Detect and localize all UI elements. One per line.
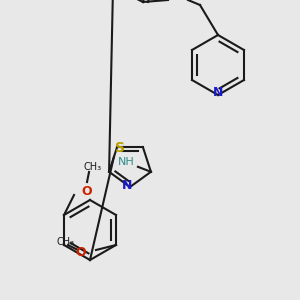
Text: N: N <box>122 179 132 192</box>
Text: NH: NH <box>118 157 134 167</box>
Text: N: N <box>213 86 223 99</box>
Text: CH₃: CH₃ <box>57 237 75 247</box>
Text: NH: NH <box>169 0 186 2</box>
Text: CH₃: CH₃ <box>84 162 102 172</box>
Text: O: O <box>81 185 92 198</box>
Text: O: O <box>75 245 86 259</box>
Text: S: S <box>115 141 125 155</box>
